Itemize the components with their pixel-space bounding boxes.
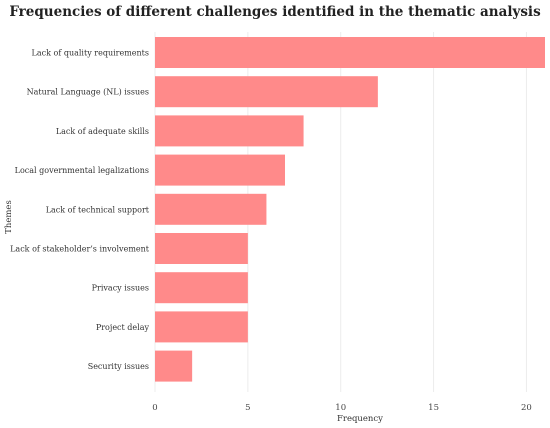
- category-label-7: Privacy issues: [92, 284, 149, 293]
- bar-3: [155, 115, 304, 147]
- bar-5: [155, 193, 267, 225]
- bar-9: [155, 350, 193, 382]
- bar-4: [155, 154, 285, 186]
- bar-8: [155, 311, 248, 343]
- bars: [155, 37, 545, 382]
- x-tick-label-15: 15: [428, 403, 439, 413]
- x-tick-label-20: 20: [521, 403, 532, 413]
- chart-title: Frequencies of different challenges iden…: [9, 4, 541, 20]
- category-label-2: Natural Language (NL) issues: [27, 88, 149, 97]
- y-axis-title: Themes: [4, 200, 14, 234]
- x-tick-label-0: 0: [152, 403, 157, 413]
- x-tick-label-5: 5: [245, 403, 250, 413]
- x-tick-labels: 0 5 10 15 20: [152, 403, 532, 413]
- category-label-9: Security issues: [88, 362, 149, 371]
- bar-1: [155, 37, 545, 68]
- bar-2: [155, 76, 378, 108]
- bar-7: [155, 272, 248, 304]
- category-label-3: Lack of adequate skills: [56, 127, 149, 136]
- category-label-1: Lack of quality requirements: [32, 49, 149, 58]
- x-tick-label-10: 10: [335, 403, 346, 413]
- bar-6: [155, 233, 248, 264]
- category-label-8: Project delay: [96, 323, 150, 332]
- category-label-5: Lack of technical support: [46, 205, 150, 214]
- category-label-6: Lack of stakeholder’s involvement: [10, 245, 150, 254]
- x-axis-title: Frequency: [337, 414, 383, 424]
- category-labels: Lack of quality requirements Natural Lang…: [10, 49, 150, 372]
- category-label-4: Local governmental legalizations: [15, 166, 149, 175]
